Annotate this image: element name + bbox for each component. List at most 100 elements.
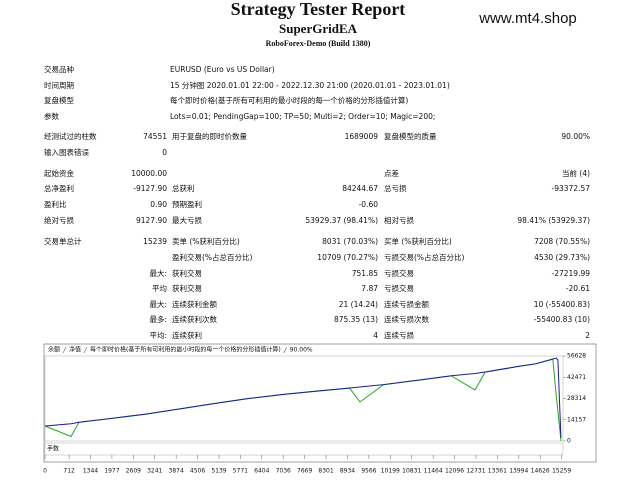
- stat-label: 亏损交易(%占总百分比): [384, 252, 465, 262]
- info-value: Lots=0.01; PendingGap=100; TP=50; Multi=…: [170, 112, 435, 121]
- stat-label: 总获利: [172, 183, 195, 193]
- stat-label: 连续亏损次数: [384, 314, 429, 324]
- legend-separator: [62, 346, 67, 354]
- stat-label: 预期盈利: [172, 199, 202, 209]
- info-label: 复盘模型: [44, 95, 74, 105]
- x-tick-label: 12731: [466, 468, 485, 475]
- legend-separator: [283, 346, 287, 354]
- y-tick-label: 14157: [567, 416, 586, 423]
- stat-value: 21 (14.24): [339, 300, 378, 309]
- stat-label: 总净盈利: [44, 183, 74, 193]
- x-tick-label: 4506: [190, 468, 205, 475]
- stat-value: 7208 (70.55%): [534, 237, 590, 246]
- lots-panel: [44, 442, 564, 456]
- stat-label: 盈利比: [44, 199, 67, 209]
- info-label: 交易品种: [44, 64, 74, 74]
- stat-value: 当前 (4): [562, 168, 590, 178]
- stat-value: 1689009: [345, 132, 379, 141]
- stat-label: 连续亏损金额: [384, 299, 429, 309]
- legend-note: 每个即时价格(基于所有可利用的最小时段的每一个价格的分形插值计算): [90, 346, 281, 354]
- build: RoboForex-Demo (Build 1380): [266, 39, 371, 48]
- stat-value: 最多:: [149, 314, 167, 324]
- series-line: [44, 357, 562, 439]
- stat-value: -20.61: [566, 284, 590, 293]
- y-tick-label: 0: [567, 438, 571, 445]
- stat-value: 90.00%: [561, 132, 590, 141]
- stat-value: 10709 (70.27%): [317, 253, 378, 262]
- stat-label: 点差: [384, 168, 399, 178]
- stat-value: -55400.83 (10): [534, 315, 590, 324]
- stat-label: 亏损交易: [384, 268, 414, 278]
- stat-value: -0.60: [359, 200, 379, 209]
- stat-label: 连续获利次数: [172, 314, 217, 324]
- legend-entry: 净值: [69, 346, 81, 354]
- info-label: 参数: [44, 111, 59, 121]
- stat-value: 10000.00: [131, 169, 167, 178]
- x-tick-label: 9566: [361, 468, 376, 475]
- info-value: 每个即时价格(基于所有可利用的最小时段的每一个价格的分形插值计算): [170, 95, 408, 105]
- stat-value: 15239: [143, 237, 167, 246]
- stat-label: 连续亏损: [384, 330, 414, 340]
- x-tick-label: 8301: [318, 468, 333, 475]
- stat-value: 751.85: [352, 269, 378, 278]
- stat-value: 0.90: [150, 200, 167, 209]
- stat-label: 买单 (%获利百分比): [384, 236, 452, 246]
- stat-value: 平均:: [149, 330, 167, 340]
- x-tick-label: 12096: [445, 468, 464, 475]
- x-tick-label: 10831: [402, 468, 421, 475]
- stat-label: 经测试过的柱数: [44, 131, 97, 141]
- stat-label: 获利交易: [172, 268, 202, 278]
- stat-value: 最大:: [149, 299, 167, 309]
- title: Strategy Tester Report: [231, 0, 406, 19]
- stat-value: 98.41% (53929.37): [517, 216, 590, 225]
- legend-separator: [83, 346, 88, 354]
- info-value: EURUSD (Euro vs US Dollar): [170, 65, 275, 74]
- stat-label: 复盘模型的质量: [384, 131, 437, 141]
- x-tick-label: 3241: [147, 468, 162, 475]
- stat-value: 8031 (70.03%): [322, 237, 378, 246]
- x-tick-label: 1344: [83, 468, 98, 475]
- x-tick-label: 5139: [211, 468, 226, 475]
- x-tick-label: 5771: [233, 468, 248, 475]
- y-tick-label: 56628: [567, 353, 586, 360]
- info-value: 15 分钟图 2020.01.01 22:00 - 2022.12.30 21:…: [170, 80, 450, 90]
- stat-label: 连续获利: [172, 330, 202, 340]
- stat-value: 875.35 (13): [334, 315, 378, 324]
- stat-value: 74551: [143, 132, 167, 141]
- stat-label: 起始资金: [44, 168, 74, 178]
- x-tick-label: 11464: [424, 468, 443, 475]
- stat-label: 连续获利金额: [172, 299, 217, 309]
- info-label: 时间周期: [44, 80, 74, 90]
- stat-value: 最大:: [149, 268, 167, 278]
- x-tick-label: 14626: [531, 468, 550, 475]
- stat-label: 最大亏损: [172, 215, 202, 225]
- stat-value: 4530 (29.73%): [534, 253, 590, 262]
- stat-value: -93372.57: [552, 184, 591, 193]
- stat-label: 输入图表错误: [44, 147, 89, 157]
- x-tick-label: 6404: [254, 468, 269, 475]
- plot-area: [44, 355, 564, 442]
- subtitle: SuperGridEA: [279, 21, 358, 36]
- x-tick-label: 2609: [126, 468, 141, 475]
- stat-value: 53929.37 (98.41%): [305, 216, 378, 225]
- stat-label: 用于复盘的即时价数量: [172, 131, 247, 141]
- stat-label: 相对亏损: [384, 215, 414, 225]
- legend-quality: 90.00%: [290, 347, 313, 354]
- x-tick-label: 13994: [509, 468, 528, 475]
- stat-label: 交易单总计: [44, 236, 82, 246]
- lots-label: 手数: [47, 445, 59, 453]
- watermark: www.mt4.shop: [478, 10, 577, 27]
- stat-label: 亏损交易: [384, 283, 414, 293]
- stat-value: 平均: [152, 283, 167, 293]
- stat-label: 绝对亏损: [44, 215, 74, 225]
- stat-value: 10 (-55400.83): [534, 300, 590, 309]
- x-tick-label: 3874: [169, 468, 184, 475]
- x-tick-label: 15259: [552, 468, 571, 475]
- legend-entry: 余额: [48, 346, 60, 354]
- stat-label: 获利交易: [172, 283, 202, 293]
- stat-label: 总亏损: [384, 183, 407, 193]
- y-tick-label: 28314: [567, 395, 586, 402]
- stat-value: 7.87: [361, 284, 378, 293]
- x-tick-label: 1977: [104, 468, 119, 475]
